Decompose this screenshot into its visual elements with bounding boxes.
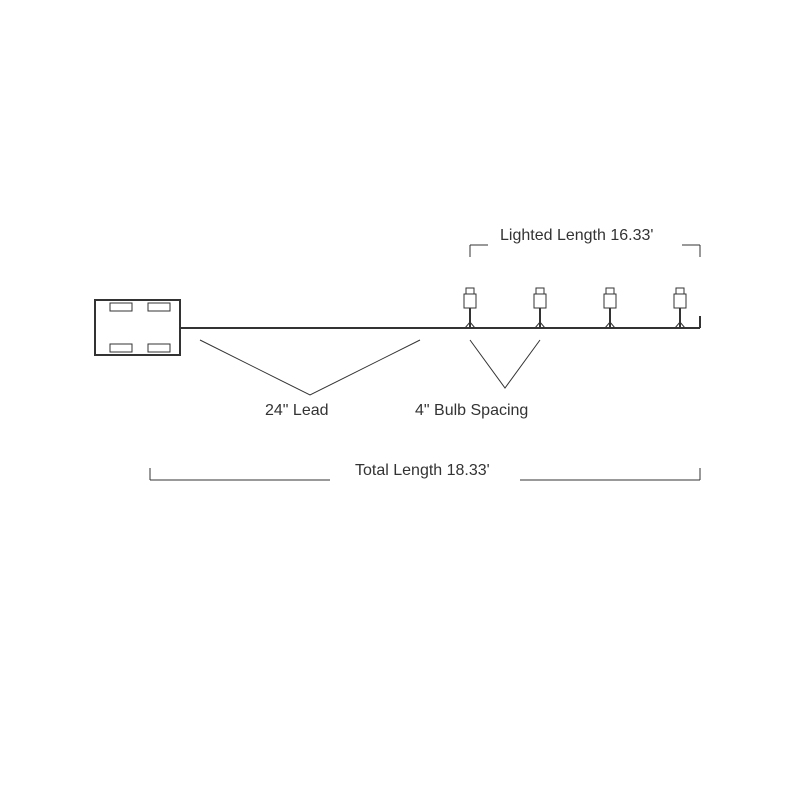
- spacing-label: 4" Bulb Spacing: [415, 402, 528, 419]
- bulb-body-2: [604, 294, 616, 308]
- plug-prong-1: [148, 303, 170, 311]
- bulb-cap-0: [466, 288, 474, 294]
- plug-prong-3: [148, 344, 170, 352]
- bulb-cap-3: [676, 288, 684, 294]
- bulb-cap-1: [536, 288, 544, 294]
- bulb-body-3: [674, 294, 686, 308]
- lead-callout-line: [200, 340, 420, 395]
- total-length-label: Total Length 18.33': [355, 462, 490, 479]
- plug-prong-2: [110, 344, 132, 352]
- bulb-cap-2: [606, 288, 614, 294]
- bulb-body-1: [534, 294, 546, 308]
- lead-label: 24" Lead: [265, 402, 329, 419]
- plug-prong-0: [110, 303, 132, 311]
- plug-body: [95, 300, 180, 355]
- bulb-body-0: [464, 294, 476, 308]
- spacing-callout-line: [470, 340, 540, 388]
- lighted-length-label: Lighted Length 16.33': [500, 227, 653, 244]
